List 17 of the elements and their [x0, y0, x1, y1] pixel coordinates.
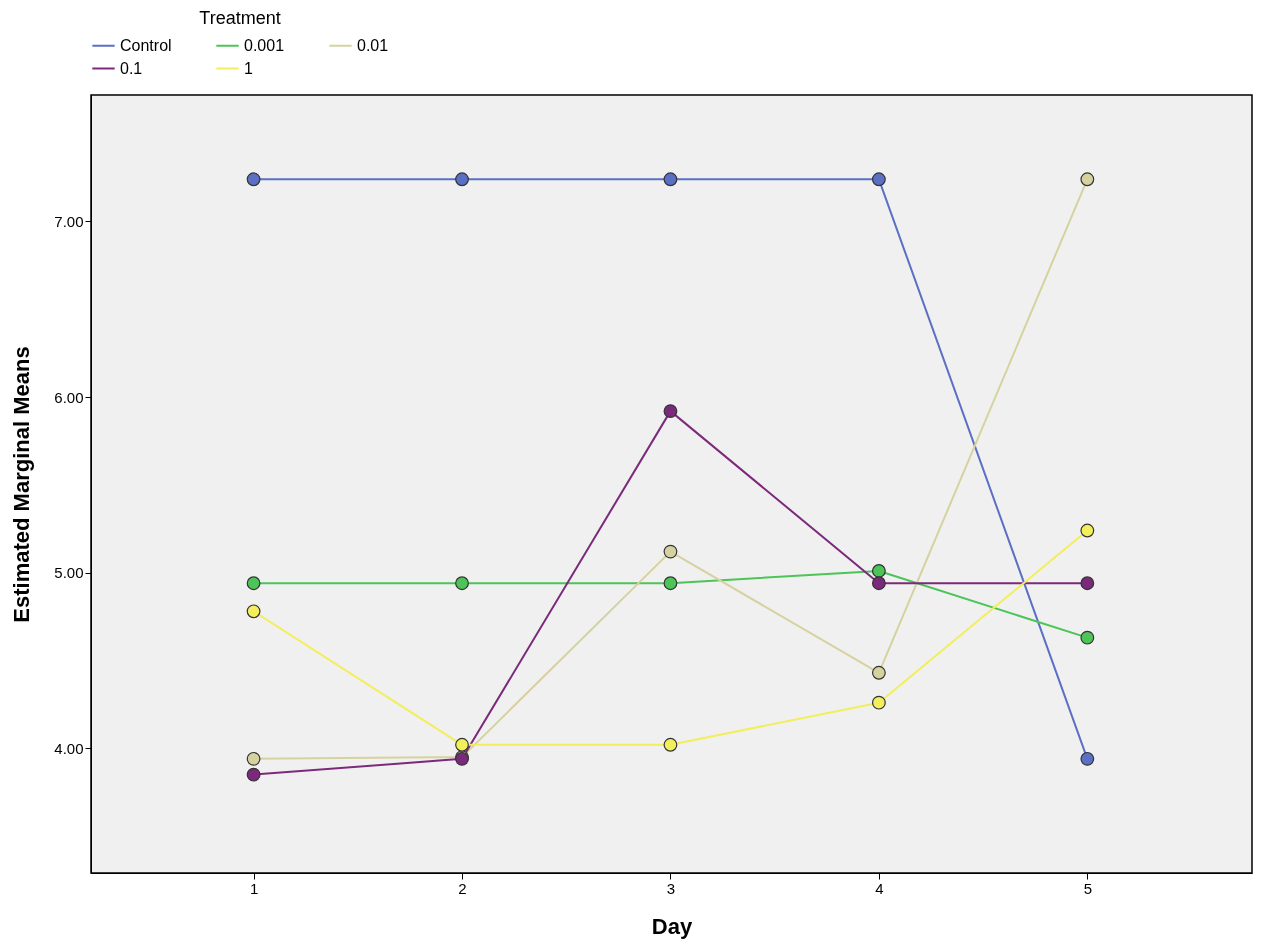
y-tick-label: 7.00 — [54, 212, 84, 230]
legend-label: 0.001 — [244, 36, 285, 54]
legend-label: 0.01 — [357, 36, 389, 54]
legend-title: Treatment — [199, 8, 281, 28]
legend-label: 0.1 — [120, 59, 143, 77]
y-tick-label: 4.00 — [54, 739, 84, 757]
legend-label: Control — [120, 36, 172, 54]
x-tick-label: 3 — [666, 879, 676, 897]
y-axis-title: Estimated Marginal Means — [9, 346, 35, 623]
x-tick-label: 4 — [875, 879, 884, 897]
x-tick-label: 2 — [458, 879, 467, 897]
y-tick-label: 6.00 — [54, 388, 84, 406]
legend-label: 1 — [244, 59, 253, 77]
x-tick-label: 1 — [249, 879, 259, 897]
y-tick-label: 5.00 — [54, 564, 84, 582]
x-tick-label: 5 — [1083, 879, 1093, 897]
x-axis-title: Day — [651, 913, 693, 939]
